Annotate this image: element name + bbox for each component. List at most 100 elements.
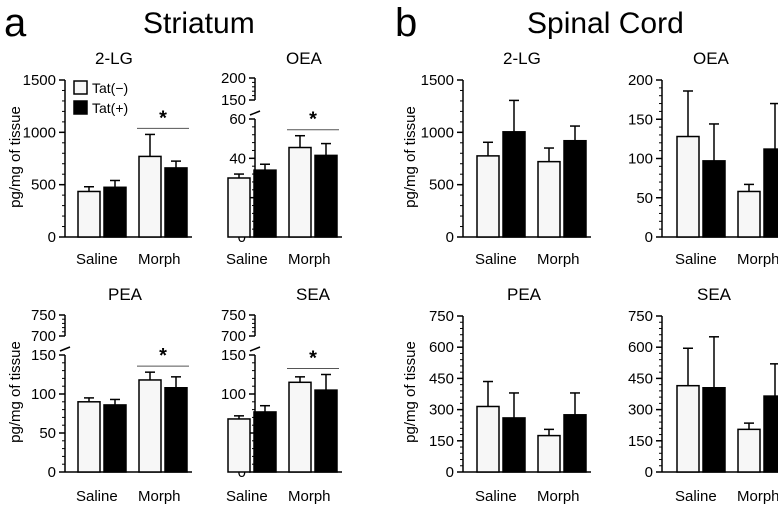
tick-label-1-3: 60 (229, 111, 246, 128)
tick-label-5-1: 50 (636, 190, 653, 207)
tick-label-3-3: 150 (221, 347, 246, 364)
tick-label-7-5: 750 (628, 308, 653, 325)
category-label-1-1: Morph (288, 251, 331, 268)
significance-star-1: * (309, 109, 317, 131)
tick-label-5-3: 150 (628, 111, 653, 128)
category-label-7-0: Saline (675, 488, 717, 505)
bar-3-tat-pos-morph (314, 389, 338, 473)
tick-label-0-2: 1000 (23, 124, 56, 141)
tick-label-4-3: 1500 (421, 72, 454, 89)
tick-label-6-0: 0 (446, 464, 454, 481)
chart-title-4: 2-LG (503, 49, 541, 68)
tick-label-3-5: 750 (221, 307, 246, 324)
category-label-4-1: Morph (537, 251, 580, 268)
tick-label-7-1: 150 (628, 433, 653, 450)
axis-break-mark-2 (59, 346, 71, 352)
tick-label-6-2: 300 (429, 402, 454, 419)
bar-2-tat-pos-morph (164, 387, 188, 473)
category-label-5-1: Morph (737, 251, 778, 268)
bar-7-tat-neg-saline (676, 384, 700, 473)
axis-break-mark-1 (249, 110, 261, 116)
tick-label-6-1: 150 (429, 433, 454, 450)
tick-label-2-2: 100 (31, 386, 56, 403)
bar-1-tat-neg-saline (227, 177, 251, 238)
tick-label-2-5: 750 (31, 307, 56, 324)
bar-4-tat-neg-morph (537, 160, 561, 238)
bar-2-tat-neg-morph (138, 379, 162, 473)
category-label-5-0: Saline (675, 251, 717, 268)
bar-0-tat-neg-saline (77, 190, 101, 238)
bar-7-tat-pos-morph (763, 395, 778, 473)
bar-1-tat-pos-saline (253, 169, 277, 238)
tick-label-1-5: 200 (221, 70, 246, 87)
category-label-4-0: Saline (475, 251, 517, 268)
bar-3-tat-neg-saline (227, 418, 251, 473)
tick-label-2-0: 0 (48, 464, 56, 481)
category-label-7-1: Morph (737, 488, 778, 505)
tick-label-2-1: 50 (39, 425, 56, 442)
tick-label-4-1: 500 (429, 177, 454, 194)
bar-6-tat-neg-morph (537, 434, 561, 473)
category-label-2-0: Saline (76, 488, 118, 505)
tick-label-7-0: 0 (645, 464, 653, 481)
bar-0-tat-pos-saline (103, 186, 127, 238)
tick-label-0-3: 1500 (23, 72, 56, 89)
tick-label-1-4: 150 (221, 92, 246, 109)
tick-label-1-2: 40 (229, 150, 246, 167)
tick-label-4-0: 0 (446, 229, 454, 246)
bar-1-tat-neg-morph (288, 146, 312, 238)
tick-label-0-1: 500 (31, 177, 56, 194)
category-label-3-1: Morph (288, 488, 331, 505)
chart-title-1: OEA (286, 49, 323, 68)
chart-title-6: PEA (507, 285, 542, 304)
tick-label-6-3: 450 (429, 370, 454, 387)
tick-label-7-2: 300 (628, 402, 653, 419)
legend-swatch-tat-neg (73, 80, 88, 95)
tick-label-7-4: 600 (628, 339, 653, 356)
panel-letter-a: a (4, 1, 27, 45)
bar-5-tat-pos-morph (763, 148, 778, 238)
bar-5-tat-neg-morph (737, 190, 761, 238)
bar-4-tat-pos-saline (502, 131, 526, 238)
category-label-6-1: Morph (537, 488, 580, 505)
y-axis-label-2: pg/mg of tissue (7, 341, 24, 443)
bar-4-tat-pos-morph (563, 139, 587, 238)
bar-5-tat-pos-saline (702, 160, 726, 238)
bar-7-tat-neg-morph (737, 428, 761, 473)
panel-letter-b: b (395, 1, 417, 45)
bar-2-tat-pos-saline (103, 404, 127, 473)
significance-star-3: * (309, 348, 317, 370)
bar-6-tat-pos-saline (502, 417, 526, 473)
category-label-3-0: Saline (226, 488, 268, 505)
tick-label-6-4: 600 (429, 339, 454, 356)
legend-label-tat-pos: Tat(+) (92, 100, 128, 116)
axis-break-mark-3 (249, 346, 261, 352)
chart-title-0: 2-LG (95, 49, 133, 68)
y-axis-label-4: pg/mg of tissue (402, 106, 419, 208)
chart-title-7: SEA (697, 285, 732, 304)
significance-star-0: * (159, 107, 167, 129)
tick-label-2-3: 150 (31, 347, 56, 364)
bar-1-tat-pos-morph (314, 154, 338, 238)
legend-swatch-tat-pos (73, 100, 88, 115)
bar-6-tat-neg-saline (476, 405, 500, 473)
section-title-spinal-cord: Spinal Cord (527, 7, 684, 40)
chart-title-3: SEA (296, 285, 331, 304)
chart-title-5: OEA (693, 49, 730, 68)
legend: Tat(−) Tat(+) (73, 80, 128, 116)
category-label-0-0: Saline (76, 251, 118, 268)
category-label-6-0: Saline (475, 488, 517, 505)
tick-label-5-2: 100 (628, 151, 653, 168)
tick-label-3-2: 100 (221, 386, 246, 403)
bar-0-tat-neg-morph (138, 155, 162, 238)
tick-label-5-4: 200 (628, 72, 653, 89)
bar-2-tat-neg-saline (77, 401, 101, 473)
bar-6-tat-pos-morph (563, 414, 587, 473)
legend-label-tat-neg: Tat(−) (92, 80, 128, 96)
category-label-0-1: Morph (138, 251, 181, 268)
tick-label-4-2: 1000 (421, 124, 454, 141)
y-axis-label-0: pg/mg of tissue (7, 106, 24, 208)
category-label-2-1: Morph (138, 488, 181, 505)
